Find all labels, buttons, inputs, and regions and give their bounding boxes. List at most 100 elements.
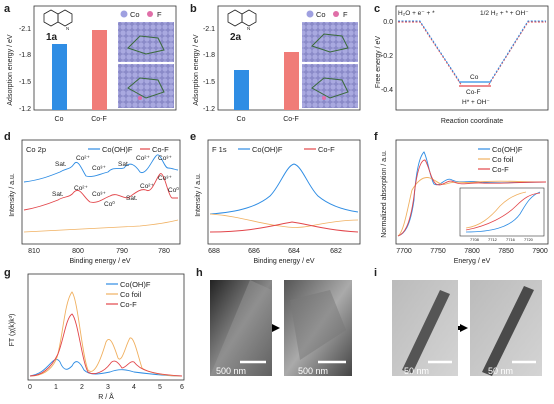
- panel-f-inset-tick: 7712: [488, 237, 498, 242]
- f-legend-icon: [147, 11, 153, 17]
- panel-a-molecule: [43, 9, 73, 27]
- scale-label-left: 500 nm: [216, 366, 246, 376]
- panel-d-annotation: Co³⁺: [158, 175, 172, 182]
- panel-c-initial-state: H₂O + e⁻ + *: [398, 10, 435, 17]
- panel-d-annotation: Co³⁺: [92, 191, 106, 198]
- panel-f-inset-cofoil: [465, 191, 527, 229]
- panel-d-title: Co 2p: [26, 145, 46, 154]
- panel-a-label: a: [4, 3, 11, 15]
- panel-d-xtick: 800: [72, 248, 84, 255]
- panel-e: e Intensity / a.u. F 1s Co(OH)F Co-F 688…: [190, 131, 361, 265]
- panel-d-annotation: Co²⁺: [136, 155, 150, 162]
- panel-c-intermediate: H* + OH⁻: [462, 99, 490, 106]
- panel-b-ylabel: Adsorption energy / eV: [193, 34, 200, 106]
- panel-c-axes: [395, 5, 549, 111]
- panel-f-axes: [395, 139, 549, 245]
- panel-f-xtick: 7750: [430, 248, 446, 255]
- panel-c-path-cof: [398, 21, 546, 87]
- panel-a-legend-co: Co: [130, 10, 140, 19]
- panel-a-adsorbate: [127, 35, 165, 55]
- panel-f-inset-tick: 7708: [470, 237, 480, 242]
- panel-b-molecule-label: 2a: [230, 32, 242, 43]
- panel-b-legend-co: Co: [316, 10, 326, 19]
- panel-d-xtick: 780: [158, 248, 170, 255]
- panel-f-xtick: 7850: [498, 248, 514, 255]
- panel-f-xlabel: Eneryg / eV: [454, 258, 491, 265]
- panel-e-xtick: 688: [208, 248, 220, 255]
- panel-b-n-atom: N: [247, 26, 250, 31]
- panel-g-xtick: 0: [28, 384, 32, 391]
- panel-d-annotation: Sat.: [126, 195, 138, 202]
- panel-i: i 50 nm 50 nm: [374, 267, 542, 376]
- panel-b-label: b: [190, 3, 197, 15]
- panel-g-spectrum-cof: [29, 313, 183, 377]
- scale-label-right: 500 nm: [298, 366, 328, 376]
- sem-image-right-texture: [290, 290, 346, 360]
- co-legend-icon: [120, 10, 128, 18]
- panel-g-xtick: 2: [80, 384, 84, 391]
- panel-g-xtick: 6: [180, 384, 184, 391]
- panel-f-legend-cofoil: Co foil: [492, 155, 514, 164]
- panel-g-axes: [27, 273, 185, 381]
- panel-c-label: c: [374, 3, 380, 15]
- panel-d-legend-cof: Co-F: [152, 145, 169, 154]
- panel-g-legend-cooh: Co(OH)F: [120, 280, 151, 289]
- panel-g-legend-cof: Co-F: [120, 300, 137, 309]
- panel-b-bar-co: [234, 70, 249, 110]
- panel-a-ytick: -1.8: [19, 52, 31, 59]
- panel-b-ytick: -1.5: [203, 79, 215, 86]
- panel-c-ytick: -0.2: [381, 53, 393, 60]
- panel-e-xtick: 686: [248, 248, 260, 255]
- panel-d-background: [23, 219, 179, 233]
- panel-d-ylabel: Intensity / a.u.: [9, 173, 16, 217]
- panel-d-annotation: Co²⁺: [140, 183, 154, 190]
- panel-c-ytick: -0.4: [381, 87, 393, 94]
- panel-g-xtick: 1: [54, 384, 58, 391]
- panel-b-ytick: -2.1: [203, 26, 215, 33]
- panel-g-xtick: 5: [158, 384, 162, 391]
- panel-g-spectrum-cofoil: [29, 291, 183, 377]
- panel-d-annotation: Sat.: [55, 161, 67, 168]
- panel-d-annotation: Co³⁺: [158, 155, 172, 162]
- panel-c-label-cof: Co-F: [466, 89, 480, 96]
- panel-b-ytick: -1.2: [203, 106, 215, 113]
- panel-d-annotation: Co²⁺: [76, 155, 90, 162]
- panel-g-legend-cofoil: Co foil: [120, 290, 142, 299]
- panel-a: a Adsorption energy / eV -2.1 -1.8 -1.5 …: [4, 3, 177, 123]
- panel-h: h 500 nm 500 nm: [196, 267, 352, 376]
- scale-label-right: 50 nm: [488, 366, 513, 376]
- panel-b-ytick: -1.8: [203, 52, 215, 59]
- panel-e-spectrum-cooh: [209, 163, 359, 215]
- panel-d-label: d: [4, 131, 11, 143]
- panel-c-ylabel: Free energy / eV: [375, 36, 382, 88]
- panel-f-inset-cooh: [465, 191, 541, 233]
- panel-b-molecule: [227, 9, 257, 27]
- panel-f-xtick: 7900: [532, 248, 548, 255]
- panel-e-ylabel: Intensity / a.u.: [195, 173, 202, 217]
- panel-d-annotation: Co⁰: [104, 200, 115, 208]
- panel-b: b Adsorption energy / eV -2.1 -1.8 -1.5 …: [190, 3, 361, 123]
- panel-a-structure-top-image: [118, 22, 174, 62]
- panel-c-xlabel: Reaction coordinate: [441, 118, 503, 125]
- panel-g-ylabel: FT (χ(k)k³): [9, 314, 16, 347]
- panel-e-xlabel: Binding energy / eV: [253, 258, 314, 265]
- panel-f-inset-tick: 7716: [506, 237, 516, 242]
- panel-c-final-state: 1/2 H₂ + * + OH⁻: [480, 10, 529, 17]
- panel-d-xtick: 810: [28, 248, 40, 255]
- panel-e-label: e: [190, 131, 196, 143]
- panel-c-label-co: Co: [470, 74, 479, 81]
- panel-a-ytick: -2.1: [19, 26, 31, 33]
- panel-g: g FT (χ(k)k³) Co(OH)F Co foil Co-F 0 1 2…: [4, 267, 185, 401]
- panel-a-xtick: Co: [55, 116, 64, 123]
- arrow-shaft: [458, 326, 462, 330]
- panel-d-annotation: Co²⁺: [74, 185, 88, 192]
- panel-d-spectrum-cof: [23, 173, 178, 211]
- panel-e-legend-cof: Co-F: [318, 145, 335, 154]
- panel-c-ytick: 0.0: [383, 19, 393, 26]
- panel-d-annotation: Co³⁺: [92, 165, 106, 172]
- panel-d-annotation: Sat.: [118, 161, 130, 168]
- panel-a-molecule-label: 1a: [46, 32, 58, 43]
- panel-f-legend-cooh: Co(OH)F: [492, 145, 523, 154]
- tem-nanorod-left: [402, 290, 450, 374]
- panel-h-label: h: [196, 267, 203, 279]
